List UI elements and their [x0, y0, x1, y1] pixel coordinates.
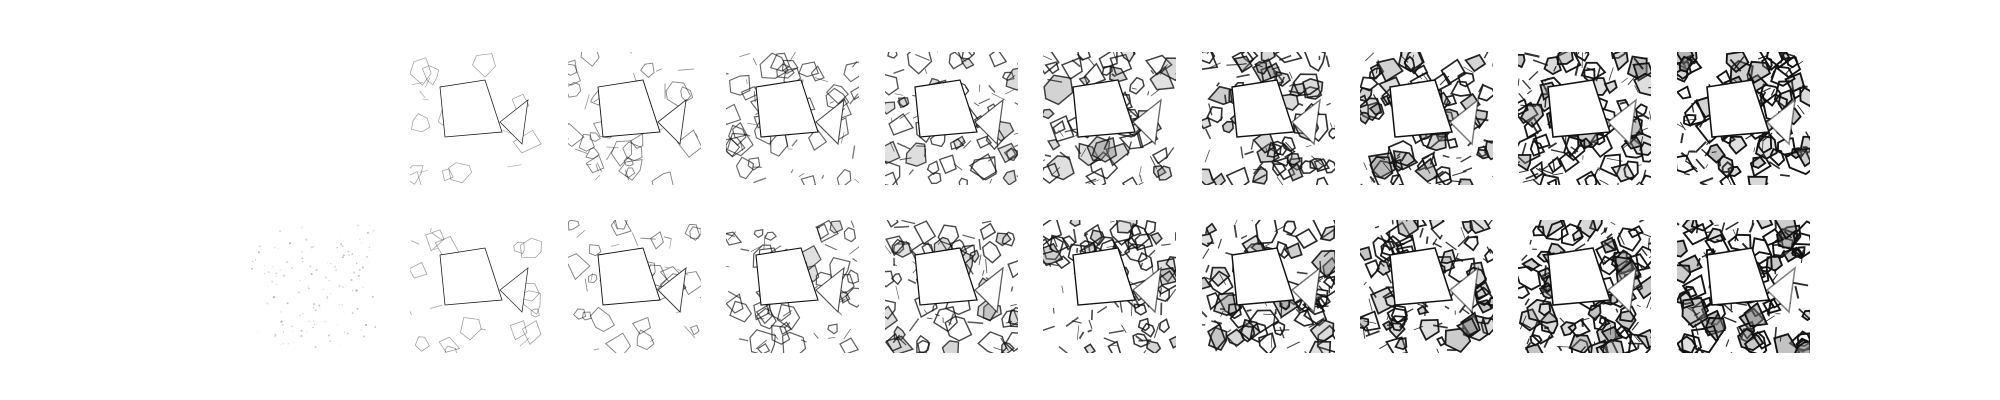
texture-panel-r2-c9: [1518, 220, 1651, 353]
texture-panel-r1-c1: [247, 52, 380, 185]
texture-panel-r1-c2: [410, 52, 543, 185]
texture-panel-r1-c7: [1202, 52, 1335, 185]
texture-panel-r2-c3: [568, 220, 701, 353]
texture-panel-r2-c5: [885, 220, 1018, 353]
texture-panel-r1-c5: [885, 52, 1018, 185]
texture-panel-r2-c10: [1677, 220, 1810, 353]
texture-panel-r2-c7: [1202, 220, 1335, 353]
texture-panel-r1-c6: [1043, 52, 1176, 185]
texture-panel-r1-c10: [1677, 52, 1810, 185]
texture-panel-r2-c6: [1043, 220, 1176, 353]
texture-panel-r2-c1: [247, 220, 380, 353]
texture-panel-r2-c2: [410, 220, 543, 353]
texture-panel-r2-c4: [726, 220, 859, 353]
texture-panel-r2-c8: [1360, 220, 1493, 353]
texture-panel-r1-c4: [726, 52, 859, 185]
texture-panel-r1-c3: [568, 52, 701, 185]
texture-panel-r1-c8: [1360, 52, 1493, 185]
texture-panel-r1-c9: [1518, 52, 1651, 185]
